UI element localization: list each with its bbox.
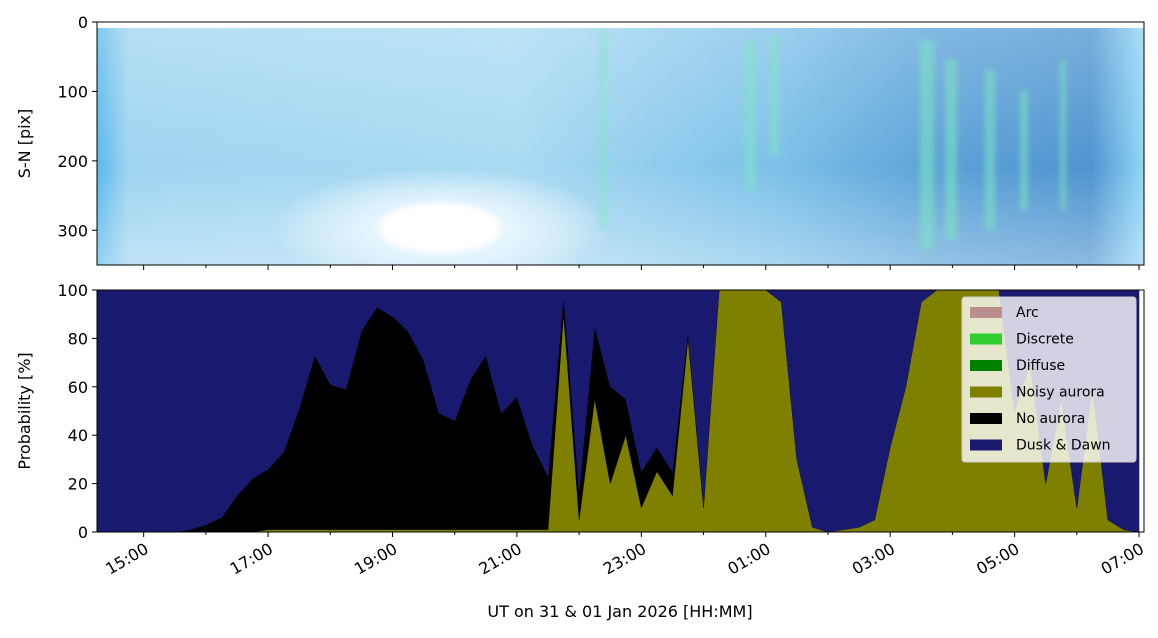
y-axis-label: Probability [%] — [15, 352, 34, 469]
legend-label: Dusk & Dawn — [1016, 438, 1111, 454]
legend-swatch — [970, 307, 1002, 318]
legend-label: Diffuse — [1016, 358, 1065, 374]
y-tick-label: 20 — [68, 475, 88, 494]
x-tick-label: 07:00 — [1098, 539, 1147, 579]
legend-swatch — [970, 333, 1002, 345]
x-tick-label: 03:00 — [849, 539, 898, 579]
y-tick-label: 300 — [57, 221, 88, 240]
x-tick-label: 15:00 — [102, 539, 151, 579]
y-tick-label: 60 — [68, 378, 88, 397]
x-tick-label: 05:00 — [973, 539, 1022, 579]
legend-swatch — [970, 386, 1002, 398]
legend-swatch — [970, 360, 1002, 371]
legend-box — [961, 296, 1137, 463]
axes-frame — [96, 289, 1145, 533]
axes-frame — [96, 21, 1145, 266]
x-tick-label: 21:00 — [475, 539, 524, 579]
legend-label: No aurora — [1016, 411, 1085, 427]
y-axis-label: S-N [pix] — [15, 109, 34, 179]
y-tick-label: 0 — [78, 13, 88, 32]
legend-label: Discrete — [1016, 332, 1074, 348]
keogram-image — [97, 22, 1144, 265]
y-tick-label: 0 — [78, 523, 88, 542]
x-tick-label: 17:00 — [227, 539, 276, 579]
legend-label: Arc — [1016, 305, 1039, 321]
y-tick-label: 100 — [57, 82, 88, 101]
y-tick-label: 100 — [57, 281, 88, 300]
y-tick-label: 40 — [68, 426, 88, 445]
y-tick-label: 200 — [57, 152, 88, 171]
legend-swatch — [970, 439, 1002, 451]
y-tick-label: 80 — [68, 329, 88, 348]
legend-label: Noisy aurora — [1016, 385, 1105, 401]
x-tick-label: 01:00 — [724, 539, 773, 579]
x-axis-label: UT on 31 & 01 Jan 2026 [HH:MM] — [487, 602, 752, 621]
x-tick-label: 23:00 — [600, 539, 649, 579]
legend-swatch — [970, 413, 1002, 424]
x-tick-label: 19:00 — [351, 539, 400, 579]
